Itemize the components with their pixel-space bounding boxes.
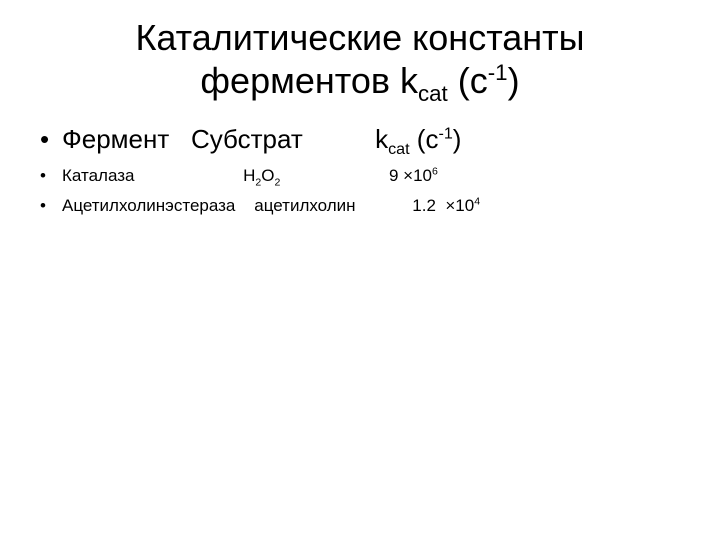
header-col3-sub: cat: [388, 140, 410, 158]
slide: Каталитические константы ферментов kcat …: [0, 0, 720, 540]
cell-enzyme: Каталаза: [62, 166, 134, 185]
cell-value-sup: 4: [474, 196, 480, 208]
header-col3-unit-open: (c: [410, 124, 439, 154]
cell-value-sup: 6: [432, 165, 438, 177]
header-col3-prefix: k: [375, 124, 388, 154]
header-col3-unit-sup: -1: [438, 124, 452, 142]
cell-value-pre: 1.2 ×10: [412, 196, 474, 215]
body-list: Фермент Субстрат kcat (c-1) Каталаза H 2O…: [30, 122, 690, 219]
cell-substrate-mid: O: [261, 166, 274, 185]
title-unit-sup: -1: [488, 60, 508, 85]
cell-substrate-sub2: 2: [274, 176, 280, 188]
title-unit-open: (c: [448, 60, 488, 101]
slide-title: Каталитические константы ферментов kcat …: [30, 16, 690, 108]
table-row: Ацетилхолинэстераза ацетилхолин 1.2 ×104: [40, 193, 690, 219]
cell-substrate-pre: H: [243, 166, 255, 185]
header-col2: Субстрат: [191, 124, 303, 154]
title-sub: cat: [418, 81, 448, 106]
table-header-row: Фермент Субстрат kcat (c-1): [40, 122, 690, 161]
cell-enzyme: Ацетилхолинэстераза: [62, 196, 235, 215]
header-col1: Фермент: [62, 124, 169, 154]
title-line1: Каталитические константы: [135, 17, 584, 58]
cell-substrate: ацетилхолин: [254, 196, 355, 215]
title-unit-close: ): [508, 60, 520, 101]
cell-value-pre: 9 ×10: [389, 166, 432, 185]
table-row: Каталаза H2O2 9 ×106: [40, 163, 690, 191]
header-col3-unit-close: ): [453, 124, 462, 154]
title-line2-prefix: ферментов k: [200, 60, 418, 101]
